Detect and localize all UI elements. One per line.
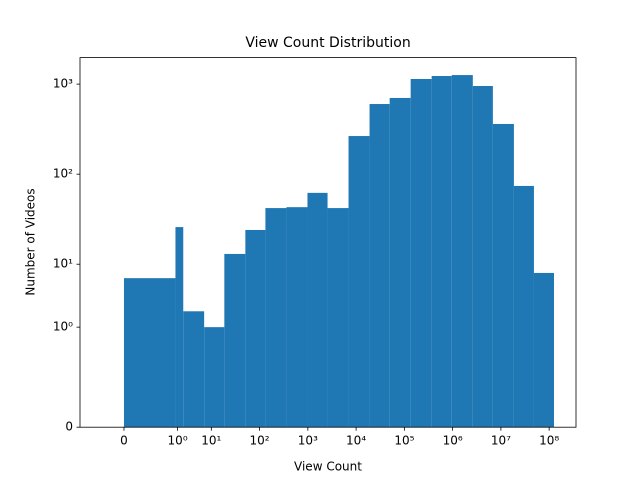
- bar: [410, 78, 432, 428]
- x-tick-label: 10¹: [201, 434, 221, 448]
- x-tick-label: 10⁵: [394, 434, 414, 448]
- x-tick-label: 10³: [298, 434, 318, 448]
- x-axis-label: View Count: [294, 460, 362, 474]
- bar: [451, 75, 473, 428]
- x-tick-label: 10²: [250, 434, 270, 448]
- y-axis-label: Number of Videos: [24, 188, 38, 295]
- bar: [204, 327, 225, 428]
- x-tick-label: 10⁶: [443, 434, 463, 448]
- bar: [183, 311, 205, 428]
- x-tick-label: 10⁸: [539, 434, 559, 448]
- bar: [369, 104, 390, 428]
- bar: [533, 272, 554, 428]
- bar: [348, 136, 370, 428]
- chart-title: View Count Distribution: [245, 35, 410, 51]
- x-tick-label: 10⁷: [491, 434, 511, 448]
- bar: [307, 192, 328, 428]
- bar: [472, 85, 493, 428]
- bar: [513, 185, 534, 428]
- x-tick-label: 0: [120, 434, 128, 448]
- x-tick-label: 10⁴: [346, 434, 366, 448]
- bar: [175, 227, 184, 428]
- bar: [286, 207, 308, 428]
- y-tick-label: 10³: [53, 77, 73, 91]
- bar: [224, 253, 246, 428]
- y-tick-label: 0: [65, 420, 73, 434]
- bar: [389, 97, 411, 428]
- bar: [123, 278, 176, 428]
- bar: [327, 208, 349, 428]
- bar: [431, 76, 452, 428]
- bar: [265, 208, 287, 428]
- plot-frame: [79, 57, 577, 428]
- bar: [245, 229, 266, 428]
- bar: [492, 123, 514, 428]
- y-tick-label: 10¹: [53, 257, 73, 271]
- x-tick-label: 10⁰: [168, 434, 188, 448]
- y-tick-label: 10⁰: [53, 320, 73, 334]
- y-tick-label: 10²: [53, 167, 73, 181]
